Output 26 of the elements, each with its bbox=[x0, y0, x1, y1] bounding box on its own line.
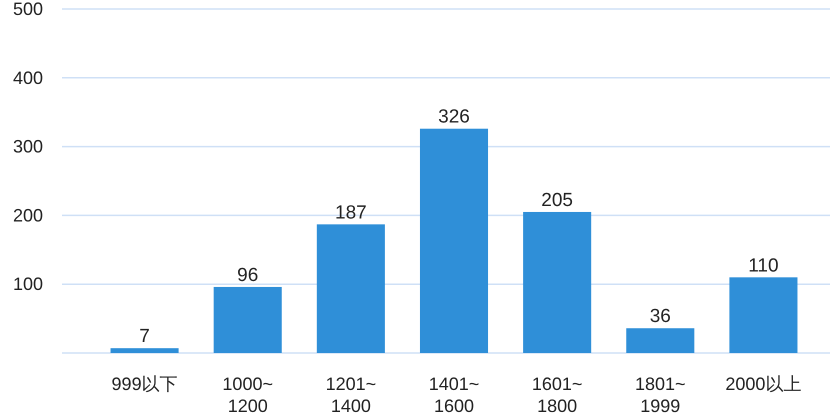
x-tick-label: 1401~ 1600 bbox=[428, 374, 480, 416]
x-tick-label: 1201~ 1400 bbox=[326, 374, 376, 416]
data-label: 36 bbox=[650, 306, 671, 328]
data-label: 326 bbox=[438, 106, 470, 128]
y-tick-label: 400 bbox=[12, 68, 43, 88]
y-tick-label: 100 bbox=[12, 274, 43, 294]
x-tick-label: 999以下 bbox=[112, 374, 178, 394]
x-tick-label: 1601~ 1800 bbox=[532, 374, 582, 416]
bar bbox=[214, 286, 282, 353]
data-label: 205 bbox=[541, 190, 573, 211]
y-tick-label: 500 bbox=[12, 0, 43, 19]
bar bbox=[420, 128, 488, 353]
x-tick-label: 1801~ 1999 bbox=[635, 374, 686, 416]
data-label: 96 bbox=[237, 264, 258, 286]
data-label: 7 bbox=[139, 326, 150, 348]
bar bbox=[316, 224, 385, 353]
x-tick-label: 2000以上 bbox=[725, 374, 802, 394]
y-tick-label: 200 bbox=[12, 205, 43, 226]
bar bbox=[729, 277, 798, 353]
bar bbox=[626, 328, 694, 353]
y-tick-label: 300 bbox=[12, 136, 43, 157]
x-tick-label: 1000~ 1200 bbox=[222, 374, 273, 416]
data-label: 110 bbox=[748, 255, 779, 276]
data-label: 187 bbox=[335, 202, 367, 224]
bar bbox=[110, 348, 179, 353]
bar bbox=[523, 212, 592, 353]
